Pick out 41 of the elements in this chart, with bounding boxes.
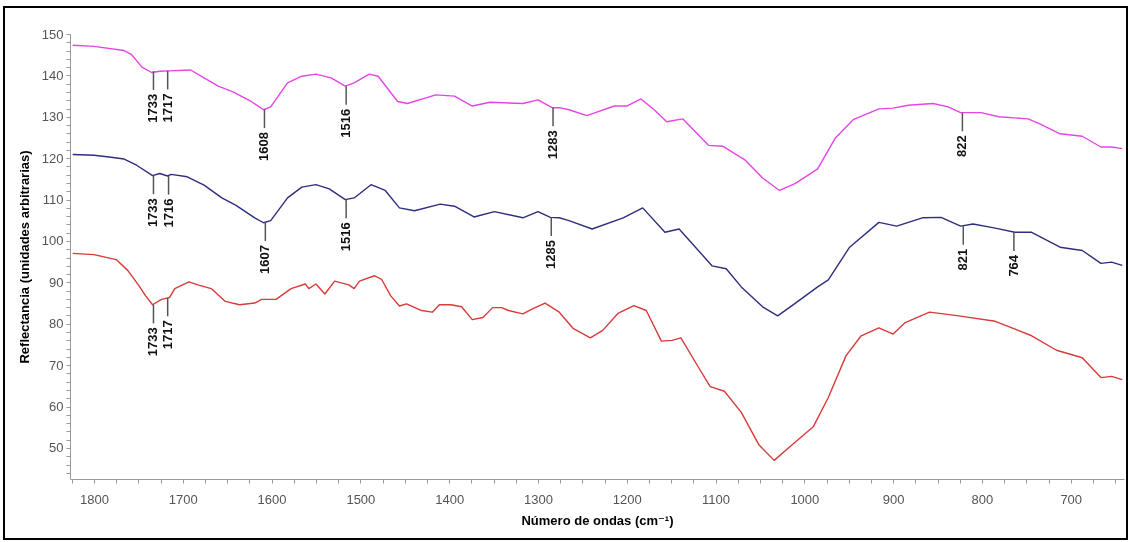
- annotation: 1608: [256, 131, 272, 161]
- y-tick-label: 140: [41, 67, 64, 83]
- annotation: 1607: [257, 244, 273, 274]
- x-tick-label: 1800: [80, 491, 109, 507]
- x-tick-label: 1400: [435, 491, 465, 507]
- y-tick-label: 150: [41, 26, 64, 42]
- x-tick-label: 900: [882, 491, 905, 507]
- x-tick-label: 1200: [612, 491, 642, 507]
- annotation: 1285: [543, 240, 559, 269]
- y-tick-label: 80: [49, 316, 64, 332]
- annotation: 1733: [145, 327, 161, 357]
- x-tick-label: 800: [971, 491, 994, 507]
- annotation: 1733: [145, 93, 161, 123]
- annotation: 1717: [159, 93, 175, 123]
- y-tick-label: 90: [49, 274, 64, 290]
- x-tick-label: 1600: [257, 491, 287, 507]
- x-tick-label: 1500: [346, 491, 376, 507]
- annotation: 1516: [338, 222, 354, 252]
- annotation: 764: [1005, 254, 1021, 277]
- x-tick-label: 1700: [168, 491, 198, 507]
- y-tick-label: 70: [49, 357, 64, 373]
- annotation: 1716: [160, 198, 176, 228]
- annotation: 1717: [159, 320, 175, 350]
- y-tick-label: 110: [42, 192, 64, 208]
- annotation: 821: [955, 248, 971, 271]
- y-axis-title: Reflectancia (unidades arbitrarias): [16, 150, 32, 364]
- y-tick-label: 130: [41, 109, 64, 125]
- annotation: 1733: [145, 198, 161, 228]
- x-tick-label: 1100: [702, 491, 731, 507]
- y-tick-label: 60: [49, 399, 64, 415]
- x-tick-label: 1000: [790, 491, 820, 507]
- x-tick-label: 700: [1060, 491, 1083, 507]
- x-tick-label: 1300: [523, 491, 553, 507]
- x-axis-title: Número de ondas (cm⁻¹): [521, 512, 674, 528]
- y-tick-label: 50: [49, 440, 64, 456]
- y-tick-label: 120: [41, 150, 64, 166]
- line-series: [71, 44, 1123, 192]
- annotation: 1283: [545, 130, 561, 160]
- annotation: 822: [954, 135, 970, 157]
- annotation: 1516: [338, 108, 354, 138]
- y-tick-label: 100: [41, 233, 64, 249]
